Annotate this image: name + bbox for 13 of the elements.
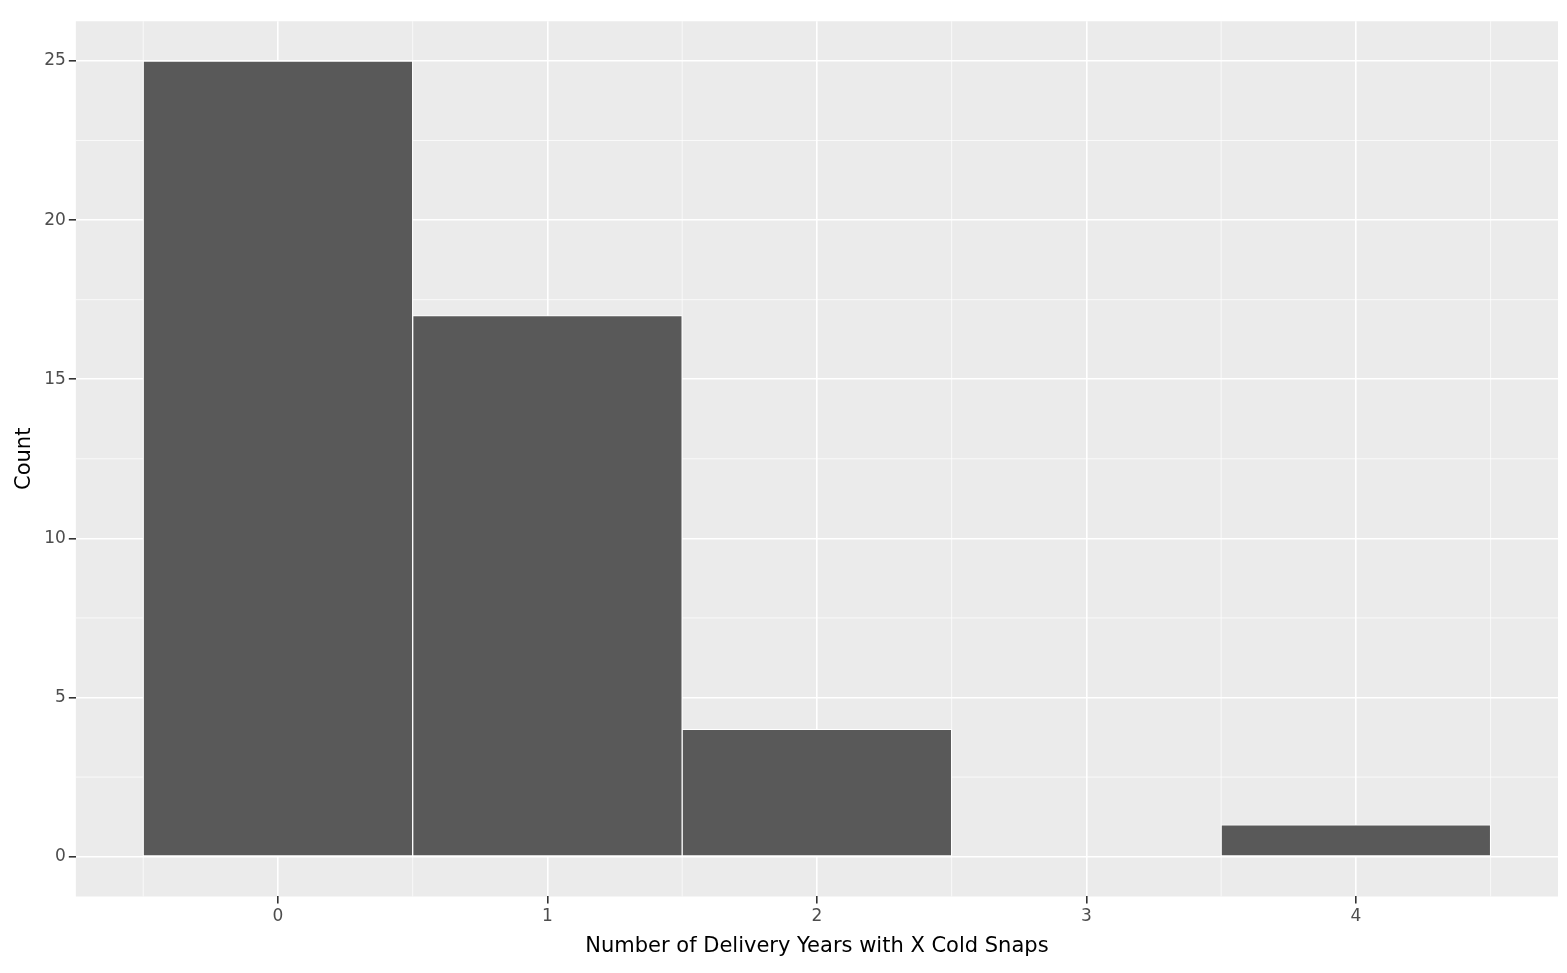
y-tick-label: 5	[55, 685, 66, 706]
y-tick-label: 25	[44, 49, 66, 70]
y-tick-label: 0	[55, 845, 66, 866]
x-axis-title: Number of Delivery Years with X Cold Snaps	[585, 932, 1049, 957]
x-tick-label: 3	[1080, 905, 1092, 926]
y-tick-label: 20	[44, 208, 66, 229]
x-tick-label: 2	[811, 905, 823, 926]
x-tick-label: 4	[1350, 905, 1362, 926]
x-tick-label: 0	[272, 905, 284, 926]
y-axis-title: Count	[11, 427, 36, 490]
x-tick-label: 1	[542, 905, 553, 926]
y-tick-label: 15	[44, 367, 66, 388]
y-tick-label: 10	[44, 526, 66, 547]
